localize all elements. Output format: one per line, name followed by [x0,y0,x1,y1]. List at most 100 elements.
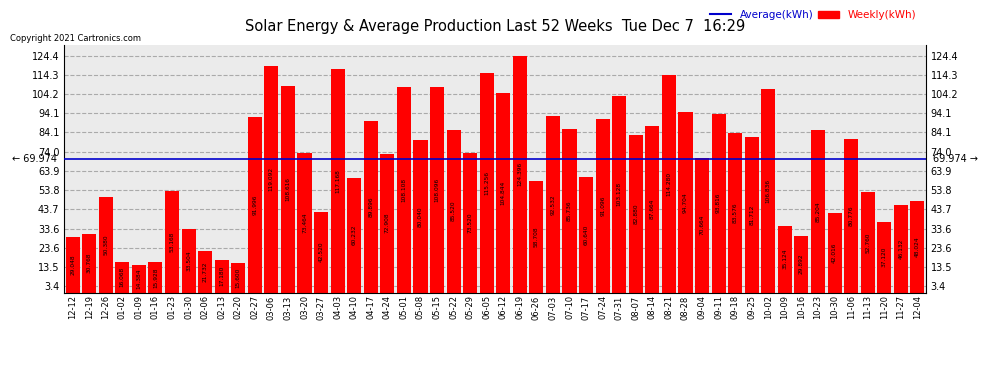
Bar [331,69,345,292]
Text: 52.760: 52.760 [865,232,870,252]
Text: 93.816: 93.816 [716,193,721,213]
Text: 15.928: 15.928 [152,267,158,288]
Bar [132,265,146,292]
Bar [828,213,842,292]
Bar [314,211,328,292]
Bar [463,153,477,292]
Text: Solar Energy & Average Production Last 52 Weeks  Tue Dec 7  16:29: Solar Energy & Average Production Last 5… [245,19,745,34]
Text: 104.844: 104.844 [501,181,506,205]
Text: 94.704: 94.704 [683,192,688,213]
Text: 60.232: 60.232 [351,225,356,245]
Text: 53.168: 53.168 [169,232,174,252]
Text: 72.908: 72.908 [385,213,390,233]
Text: 35.124: 35.124 [782,249,787,269]
Text: 29.892: 29.892 [799,254,804,274]
Bar [562,129,576,292]
Bar [165,191,179,292]
Text: 37.120: 37.120 [882,247,887,267]
Bar [728,134,742,292]
Bar [629,135,643,292]
Text: 92.532: 92.532 [550,194,555,215]
Text: 14.384: 14.384 [137,268,142,289]
Text: 17.180: 17.180 [219,266,224,286]
Text: 30.768: 30.768 [87,253,92,273]
Bar [844,139,858,292]
Text: 21.732: 21.732 [203,262,208,282]
Text: 85.204: 85.204 [816,201,821,222]
Text: 46.132: 46.132 [898,238,903,259]
Bar [612,96,627,292]
Bar [596,119,610,292]
Text: 87.664: 87.664 [649,199,654,219]
Text: 91.096: 91.096 [600,196,605,216]
Bar [215,260,229,292]
Bar [894,205,908,292]
Bar [662,75,676,292]
Text: 83.576: 83.576 [733,203,738,223]
Bar [430,87,445,292]
Text: 115.256: 115.256 [484,171,489,195]
Text: 29.048: 29.048 [70,255,75,275]
Bar [281,86,295,292]
Bar [496,93,510,292]
Text: 73.464: 73.464 [302,212,307,233]
Bar [65,237,79,292]
Text: 108.096: 108.096 [435,177,440,202]
Text: 117.168: 117.168 [336,169,341,193]
Bar [99,196,113,292]
Text: 124.396: 124.396 [518,162,523,186]
Text: 15.600: 15.600 [236,267,241,288]
Bar [545,116,560,292]
Text: 33.504: 33.504 [186,250,191,271]
Text: 80.776: 80.776 [848,206,853,226]
Text: 42.016: 42.016 [832,242,838,263]
Bar [181,229,196,292]
Text: 103.128: 103.128 [617,182,622,206]
Text: 50.380: 50.380 [103,234,108,255]
Text: 82.880: 82.880 [634,203,639,224]
Bar [678,112,693,292]
Bar [397,87,411,292]
Text: 108.616: 108.616 [285,177,290,201]
Bar [712,114,726,292]
Bar [115,262,130,292]
Legend: Average(kWh), Weekly(kWh): Average(kWh), Weekly(kWh) [706,6,921,24]
Bar [297,153,312,292]
Bar [530,181,544,292]
Bar [794,236,809,292]
Bar [645,126,659,292]
Bar [695,158,709,292]
Text: 106.836: 106.836 [766,179,771,203]
Text: 85.520: 85.520 [451,201,456,221]
Text: 58.708: 58.708 [534,226,539,247]
Bar [198,251,212,292]
Bar [513,56,527,292]
Text: 60.640: 60.640 [583,225,589,245]
Bar [248,117,262,292]
Text: 114.280: 114.280 [666,172,671,196]
Text: 91.996: 91.996 [252,195,257,215]
Bar [446,130,460,292]
Text: 16.068: 16.068 [120,267,125,287]
Bar [347,178,361,292]
Bar [911,201,925,292]
Text: 89.896: 89.896 [368,196,373,217]
Text: 48.024: 48.024 [915,237,920,257]
Bar [579,177,593,292]
Bar [363,122,378,292]
Bar [232,263,246,292]
Bar [82,234,96,292]
Bar [811,130,825,292]
Bar [877,222,891,292]
Text: 70.664: 70.664 [700,215,705,236]
Text: Copyright 2021 Cartronics.com: Copyright 2021 Cartronics.com [10,34,141,43]
Text: 108.108: 108.108 [401,177,407,202]
Text: 81.712: 81.712 [749,204,754,225]
Bar [380,154,394,292]
Text: 119.092: 119.092 [269,167,274,191]
Text: 80.040: 80.040 [418,206,423,226]
Bar [264,66,278,292]
Text: 69.974 →: 69.974 → [933,154,977,164]
Text: ← 69.974: ← 69.974 [13,154,57,164]
Bar [778,226,792,292]
